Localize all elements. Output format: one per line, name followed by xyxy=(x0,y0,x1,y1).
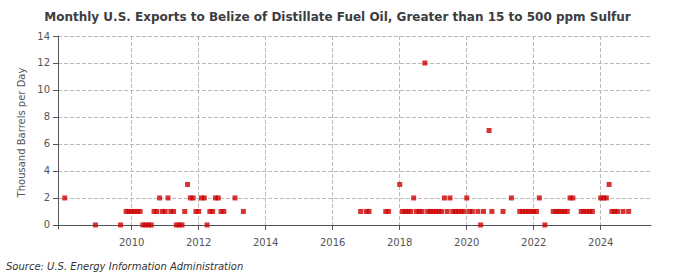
svg-text:12: 12 xyxy=(37,57,50,68)
svg-text:10: 10 xyxy=(37,84,50,95)
svg-text:2010: 2010 xyxy=(119,237,144,248)
svg-text:Monthly U.S. Exports to Belize: Monthly U.S. Exports to Belize of Distil… xyxy=(44,10,631,24)
svg-text:Source: U.S. Energy Informatio: Source: U.S. Energy Information Administ… xyxy=(6,261,243,272)
svg-text:4: 4 xyxy=(44,165,50,176)
svg-text:2020: 2020 xyxy=(454,237,479,248)
svg-text:2022: 2022 xyxy=(521,237,546,248)
svg-text:2018: 2018 xyxy=(387,237,412,248)
svg-text:2016: 2016 xyxy=(320,237,345,248)
svg-text:Thousand Barrels per Day: Thousand Barrels per Day xyxy=(16,68,27,199)
svg-text:14: 14 xyxy=(37,31,50,42)
svg-text:2014: 2014 xyxy=(253,237,278,248)
svg-text:8: 8 xyxy=(44,111,50,122)
svg-text:6: 6 xyxy=(44,138,50,149)
svg-text:0: 0 xyxy=(44,219,50,230)
svg-text:2: 2 xyxy=(44,192,50,203)
svg-text:2012: 2012 xyxy=(186,237,211,248)
svg-text:2024: 2024 xyxy=(588,237,613,248)
